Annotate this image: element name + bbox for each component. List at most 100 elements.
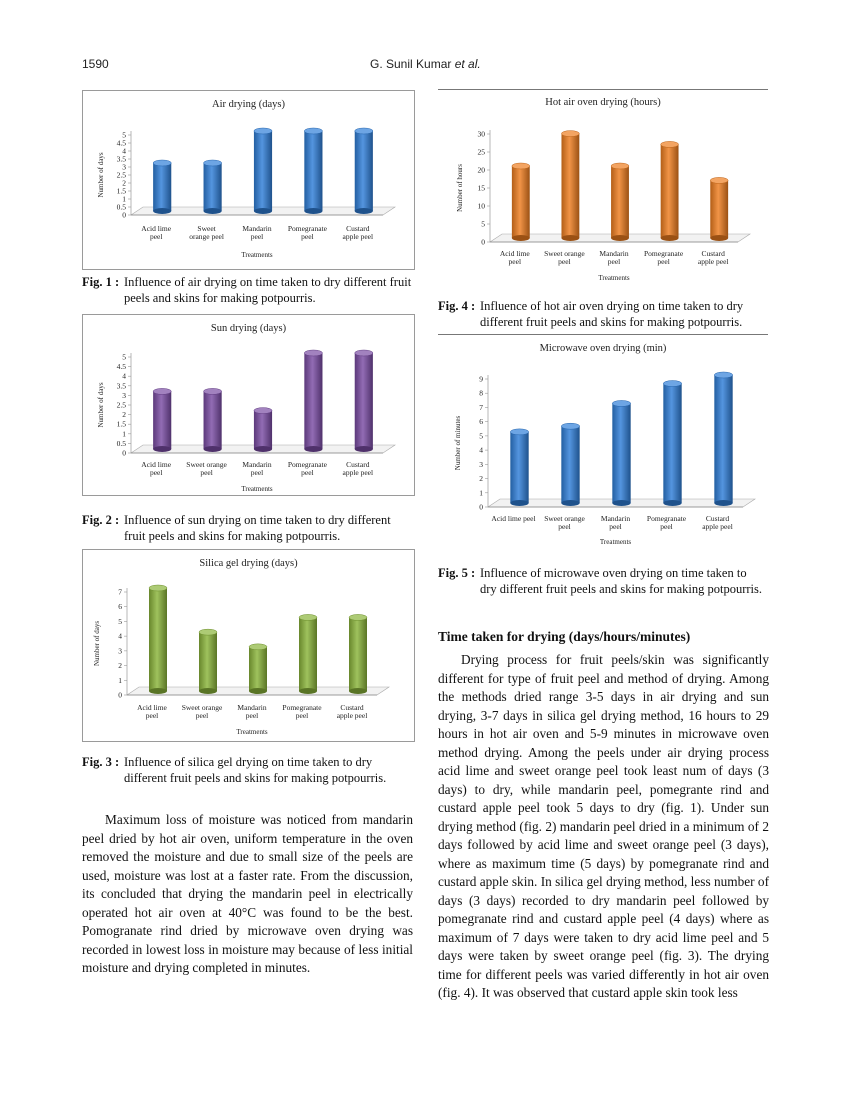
figure-5-top-rule: [438, 334, 768, 335]
figure-5-caption: Fig. 5 : Influence of microwave oven dry…: [438, 565, 768, 617]
bar-cap: [253, 407, 273, 414]
figure-4-caption: Fig. 4 : Influence of hot air oven dryin…: [438, 298, 768, 332]
bar-base: [511, 235, 530, 241]
bar-3: [248, 643, 268, 694]
figure-2-caption: Fig. 2 : Influence of sun drying on time…: [82, 512, 413, 546]
figure-2-label: Fig. 2 :: [82, 513, 120, 527]
category-label: peel: [200, 468, 213, 477]
figure-4-chart: Hot air oven drying (hours) Number of hou…: [438, 92, 768, 288]
category-label: Sweet orange: [544, 514, 585, 523]
bar-1: [152, 388, 172, 452]
category-label: Custard: [706, 514, 730, 523]
y-axis-label: Number of minutes: [454, 416, 462, 471]
bar-5: [348, 614, 368, 694]
y-tick-label: 0: [481, 238, 485, 247]
y-tick-label: 7: [118, 588, 122, 597]
bar-body: [203, 163, 222, 211]
bar-base: [304, 446, 323, 452]
bar-cap: [304, 349, 323, 357]
y-tick-label: 3: [122, 391, 126, 400]
bar-body: [203, 391, 222, 449]
y-tick-label: 10: [478, 202, 486, 211]
bar-cap: [348, 614, 368, 621]
figure-3-label: Fig. 3 :: [82, 755, 120, 769]
category-label: apple peel: [342, 468, 373, 477]
figure-4-label: Fig. 4 :: [438, 299, 476, 313]
bar-body: [663, 383, 682, 503]
y-tick-label: 2: [122, 410, 126, 419]
category-label: peel: [301, 232, 314, 241]
bar-base: [203, 208, 222, 214]
category-label: peel: [608, 257, 621, 266]
bar-5: [714, 371, 733, 506]
chart-title: Microwave oven drying (min): [540, 343, 667, 354]
category-label: Custard: [702, 249, 726, 258]
bar-cap: [663, 380, 682, 387]
chart-title: Hot air oven drying (hours): [545, 97, 661, 108]
category-label: peel: [251, 232, 264, 241]
bar-cap: [253, 127, 273, 135]
figure-3-caption: Fig. 3 : Influence of silica gel drying …: [82, 754, 413, 788]
x-axis-label: Treatments: [598, 274, 630, 282]
bar-cap: [710, 177, 729, 184]
category-label: Pomegranate: [644, 249, 684, 258]
bar-body: [561, 133, 580, 238]
category-label: peel: [660, 522, 673, 531]
category-label: Sweet: [197, 224, 216, 233]
y-tick-label: 4: [122, 147, 126, 156]
figure-3-chart: Silica gel drying (days) Number of days 0 1…: [82, 549, 415, 742]
bar-base: [561, 500, 580, 506]
figure-5-caption-text: Influence of microwave oven drying on ti…: [480, 566, 763, 596]
y-tick-label: 2: [122, 179, 126, 188]
bar-base: [253, 208, 273, 214]
y-tick-label: 0.5: [117, 439, 127, 448]
bar-base: [203, 446, 222, 452]
bar-2: [198, 628, 218, 694]
bar-base: [153, 446, 172, 452]
bar-base: [149, 688, 167, 694]
category-label: Custard: [346, 224, 370, 233]
y-tick-label: 2.5: [117, 171, 127, 180]
bar-4: [304, 349, 323, 452]
bar-cap: [561, 422, 580, 430]
bar-body: [249, 646, 267, 691]
bar-2: [561, 422, 580, 506]
bar-body: [660, 144, 679, 238]
bar-3: [612, 400, 631, 506]
y-tick-label: 0.5: [117, 203, 127, 212]
bar-4: [663, 380, 682, 506]
figure-1-chart: Air drying (days) Number of days 0 0.5 1 1.5 2…: [82, 90, 415, 270]
y-tick-label: 8: [479, 389, 483, 398]
fig5-svg: Microwave oven drying (min) Number of min…: [454, 343, 756, 546]
bar-5: [354, 349, 374, 452]
running-header: G. Sunil Kumar et al.: [370, 57, 481, 71]
y-tick-label: 1: [122, 195, 126, 204]
bar-1: [510, 428, 529, 506]
bar-1: [511, 162, 530, 241]
y-tick-label: 9: [479, 375, 483, 384]
bar-body: [304, 131, 323, 211]
category-label: peel: [301, 468, 314, 477]
bar-1: [148, 584, 168, 694]
bar-cap: [148, 584, 168, 592]
figure-4-caption-text: Influence of hot air oven drying on time…: [480, 299, 744, 329]
bar-5: [710, 177, 729, 241]
bar-cap: [298, 614, 318, 621]
y-tick-label: 6: [118, 602, 122, 611]
bar-cap: [152, 159, 172, 167]
x-axis-label: Treatments: [236, 728, 268, 736]
y-tick-label: 5: [481, 220, 485, 229]
chart-title: Sun drying (days): [211, 323, 287, 334]
bar-cap: [152, 388, 172, 395]
y-tick-label: 20: [478, 166, 486, 175]
category-label: peel: [146, 711, 159, 720]
category-label: peel: [196, 711, 209, 720]
bar-3: [610, 162, 630, 241]
bar-cap: [354, 127, 374, 135]
bar-4: [298, 614, 318, 694]
bar-base: [249, 688, 267, 694]
bar-cap: [203, 388, 222, 395]
bar-5: [354, 127, 374, 214]
bar-body: [153, 163, 172, 211]
bar-base: [611, 235, 629, 241]
